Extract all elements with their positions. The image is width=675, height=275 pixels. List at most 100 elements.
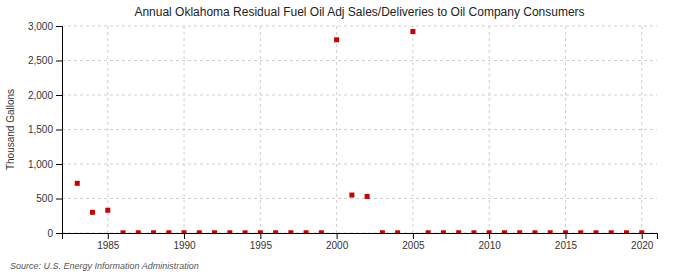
x-tick: 2020	[631, 233, 654, 251]
x-tick: 1995	[250, 233, 273, 251]
point	[105, 208, 110, 213]
x-tick-label: 1990	[173, 240, 196, 251]
y-tick-label: 2,000	[28, 90, 53, 101]
point	[380, 230, 385, 233]
x-axis-line	[63, 234, 658, 240]
x-tick-mark	[413, 233, 414, 239]
x-grid-line	[107, 26, 108, 233]
chart: 1985 1990 1995 2000 2005 2010 2015 2020 0 500 1,00…	[0, 0, 675, 275]
y-axis-label: Thousand Gallons	[5, 89, 16, 170]
point	[121, 230, 126, 233]
y-tick-label: 1,500	[28, 124, 53, 135]
point	[441, 230, 446, 233]
y-grid-line	[62, 26, 657, 27]
point	[212, 230, 217, 233]
y-tick-label: 500	[36, 193, 53, 204]
point	[517, 230, 522, 233]
x-tick-label: 2005	[402, 240, 425, 251]
point	[426, 230, 431, 233]
x-grid-line	[412, 26, 413, 233]
y-tick: 1,000	[28, 159, 62, 170]
y-tick-mark	[56, 164, 62, 165]
point	[334, 37, 339, 42]
x-axis: 1985 1990 1995 2000 2005 2010 2015 2020	[63, 233, 658, 251]
y-tick-label: 3,000	[28, 21, 53, 32]
x-grid-line	[184, 26, 185, 233]
y-tick-label: 0	[47, 228, 53, 239]
point	[151, 230, 156, 233]
y-grid-line	[62, 198, 657, 199]
y-tick-mark	[56, 95, 62, 96]
x-tick-mark	[260, 233, 261, 239]
x-tick-mark	[565, 233, 566, 239]
x-tick: 2000	[326, 233, 349, 251]
y-tick-label: 2,500	[28, 55, 53, 66]
point	[136, 230, 141, 233]
point	[548, 230, 553, 233]
x-tick-label: 1985	[97, 240, 120, 251]
point	[365, 194, 370, 199]
x-tick: 2015	[555, 233, 578, 251]
point	[639, 230, 644, 233]
x-grid-line	[565, 26, 566, 233]
point	[75, 181, 80, 186]
point	[395, 230, 400, 233]
point	[456, 230, 461, 233]
y-tick: 2,000	[28, 90, 62, 101]
y-tick: 3,000	[28, 21, 62, 32]
point	[166, 230, 171, 233]
x-tick-mark	[642, 233, 643, 239]
point	[487, 230, 492, 233]
x-tick: 2010	[479, 233, 502, 251]
y-tick-label: 1,000	[28, 159, 53, 170]
point	[410, 29, 415, 34]
x-tick-label: 2000	[326, 240, 349, 251]
x-tick-label: 2015	[555, 240, 578, 251]
grid	[62, 26, 657, 233]
x-tick: 2005	[402, 233, 425, 251]
point	[304, 230, 309, 233]
point	[197, 230, 202, 233]
x-grid-line	[641, 26, 642, 233]
x-grid-line	[260, 26, 261, 233]
y-tick-mark	[56, 130, 62, 131]
y-tick-mark	[56, 26, 62, 27]
point	[532, 230, 537, 233]
point	[258, 230, 263, 233]
y-tick: 2,500	[28, 55, 62, 66]
y-tick: 500	[36, 193, 62, 204]
y-tick-mark	[56, 199, 62, 200]
points	[75, 29, 644, 233]
x-tick-label: 1995	[250, 240, 273, 251]
x-tick-mark	[489, 233, 490, 239]
y-tick: 1,500	[28, 124, 62, 135]
point	[502, 230, 507, 233]
point	[624, 230, 629, 233]
point	[273, 230, 278, 233]
y-axis: 0 500 1,000 1,500 2,000 2,500 3,000	[28, 21, 63, 239]
y-tick-mark	[56, 233, 62, 234]
point	[243, 230, 248, 233]
x-tick-mark	[184, 233, 185, 239]
x-grid-line	[489, 26, 490, 233]
y-tick: 0	[47, 228, 62, 239]
point	[288, 230, 293, 233]
x-grid-line	[336, 26, 337, 233]
point	[90, 210, 95, 215]
point	[578, 230, 583, 233]
y-axis-line	[56, 27, 63, 234]
point	[227, 230, 232, 233]
point	[563, 230, 568, 233]
point	[319, 230, 324, 233]
plot-area: 1985 1990 1995 2000 2005 2010 2015 2020 0 500 1,00…	[28, 21, 658, 251]
source-note: Source: U.S. Energy Information Administ…	[10, 261, 199, 271]
point	[471, 230, 476, 233]
y-grid-line	[62, 95, 657, 96]
y-grid-line	[62, 129, 657, 130]
point	[182, 230, 187, 233]
y-grid-line	[62, 60, 657, 61]
x-tick: 1985	[97, 233, 120, 251]
x-tick-mark	[108, 233, 109, 239]
x-tick-mark	[337, 233, 338, 239]
title: Annual Oklahoma Residual Fuel Oil Adj Sa…	[134, 5, 584, 19]
